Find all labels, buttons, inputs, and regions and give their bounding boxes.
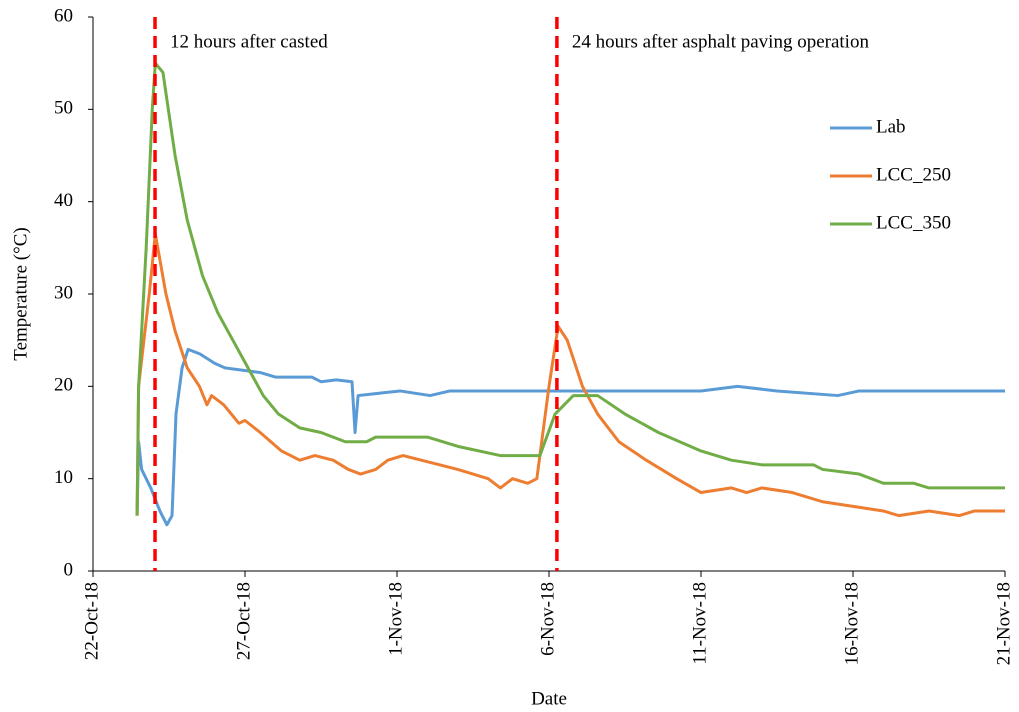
y-tick-label: 10 xyxy=(54,467,73,488)
annotation: 24 hours after asphalt paving operation xyxy=(572,31,870,52)
y-axis-title: Temperature (°C) xyxy=(10,227,31,360)
x-tick-label: 6-Nov-18 xyxy=(537,582,558,656)
series-line xyxy=(135,61,1005,516)
legend-label: Lab xyxy=(876,116,906,137)
x-axis-title: Date xyxy=(531,688,567,709)
legend-label: LCC_250 xyxy=(876,164,951,185)
y-tick-label: 0 xyxy=(64,559,74,580)
y-tick-label: 40 xyxy=(54,190,73,211)
series-line xyxy=(135,232,1005,518)
y-tick-label: 50 xyxy=(54,98,73,119)
annotation: 12 hours after casted xyxy=(170,31,328,52)
series-line xyxy=(135,347,1005,527)
x-tick-label: 11-Nov-18 xyxy=(689,582,710,665)
x-tick-label: 16-Nov-18 xyxy=(841,582,862,665)
x-tick-label: 22-Oct-18 xyxy=(81,582,102,660)
x-tick-label: 1-Nov-18 xyxy=(385,582,406,656)
x-tick-label: 21-Nov-18 xyxy=(993,582,1014,665)
y-tick-label: 30 xyxy=(54,282,73,303)
y-tick-label: 20 xyxy=(54,375,73,396)
y-tick-label: 60 xyxy=(54,5,73,26)
legend-label: LCC_350 xyxy=(876,212,951,233)
x-tick-label: 27-Oct-18 xyxy=(233,582,254,660)
